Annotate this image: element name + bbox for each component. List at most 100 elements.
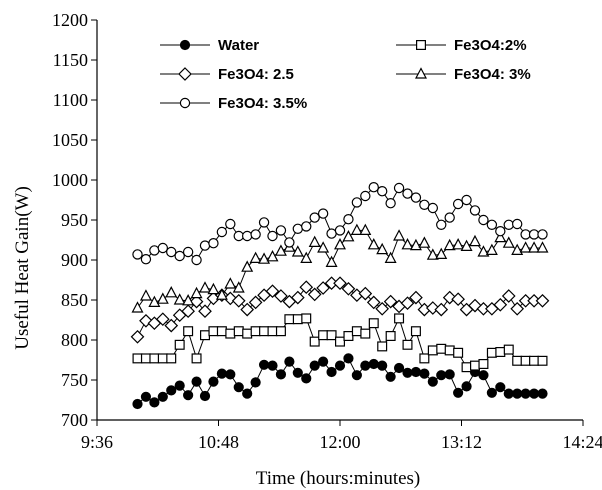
data-point bbox=[140, 391, 152, 402]
data-point bbox=[208, 326, 219, 337]
data-point bbox=[494, 230, 507, 243]
data-point bbox=[292, 223, 304, 234]
axes: 700 750 800 850 900 950 1000 1050 1100 1150 1200 9:… bbox=[52, 10, 602, 452]
data-point bbox=[444, 345, 455, 356]
data-point bbox=[216, 326, 227, 337]
data-point bbox=[434, 302, 449, 317]
data-point bbox=[132, 353, 143, 364]
data-point bbox=[359, 223, 372, 235]
data-point bbox=[453, 347, 464, 358]
data-point bbox=[402, 188, 413, 199]
data-point bbox=[274, 289, 288, 303]
data-point bbox=[486, 219, 498, 230]
data-point bbox=[191, 353, 202, 364]
data-point bbox=[284, 237, 295, 248]
data-point bbox=[300, 251, 313, 263]
data-point bbox=[258, 359, 270, 370]
data-point bbox=[351, 370, 362, 381]
data-point bbox=[360, 190, 371, 202]
data-point bbox=[393, 362, 405, 374]
data-point bbox=[157, 242, 169, 254]
data-point bbox=[503, 388, 514, 399]
data-point bbox=[409, 290, 423, 305]
data-point bbox=[225, 369, 236, 380]
data-point bbox=[419, 199, 430, 210]
data-point bbox=[248, 295, 263, 310]
data-point bbox=[537, 388, 548, 399]
data-point bbox=[157, 353, 168, 364]
series-5 bbox=[132, 181, 548, 266]
data-point bbox=[326, 366, 337, 378]
data-point bbox=[377, 341, 388, 352]
y-tick-label: 1100 bbox=[53, 90, 88, 110]
data-point bbox=[241, 230, 253, 242]
data-point bbox=[427, 376, 438, 387]
data-point bbox=[520, 229, 531, 240]
data-point bbox=[190, 286, 203, 299]
data-point bbox=[461, 381, 472, 392]
data-point bbox=[301, 221, 312, 232]
data-point bbox=[376, 185, 388, 197]
data-point bbox=[198, 304, 212, 319]
data-point bbox=[394, 313, 405, 324]
data-point bbox=[199, 281, 211, 293]
data-point bbox=[452, 198, 464, 210]
data-point bbox=[385, 331, 396, 342]
data-point bbox=[164, 318, 179, 333]
data-point bbox=[224, 277, 237, 289]
data-point bbox=[376, 242, 389, 255]
data-point bbox=[393, 182, 405, 194]
x-tick-label: 12:00 bbox=[319, 432, 360, 452]
data-point bbox=[259, 326, 270, 337]
data-point bbox=[528, 388, 540, 399]
data-point bbox=[503, 344, 514, 355]
y-tick-label: 1150 bbox=[53, 50, 88, 70]
data-point bbox=[316, 281, 330, 295]
data-point bbox=[351, 197, 363, 208]
data-point bbox=[368, 318, 379, 329]
x-tick-label: 9:36 bbox=[81, 432, 113, 452]
data-point bbox=[383, 294, 398, 309]
data-point bbox=[470, 360, 481, 371]
data-point bbox=[493, 297, 508, 312]
data-point bbox=[520, 355, 531, 366]
data-point bbox=[284, 356, 295, 367]
data-point bbox=[333, 276, 347, 291]
x-axis-label: Time (hours:minutes) bbox=[256, 468, 421, 489]
data-point bbox=[358, 286, 373, 301]
legend-label: Water bbox=[218, 37, 259, 54]
data-point bbox=[267, 326, 278, 337]
data-point bbox=[537, 355, 548, 366]
data-point bbox=[419, 368, 430, 379]
data-point bbox=[216, 226, 228, 238]
legend-label: Fe3O4: 3.5% bbox=[218, 95, 307, 112]
data-point bbox=[174, 380, 185, 391]
data-point bbox=[477, 245, 490, 257]
data-point bbox=[367, 238, 380, 250]
data-point bbox=[307, 287, 322, 302]
legend-item: Fe3O4: 3.5% bbox=[160, 95, 307, 112]
data-point bbox=[351, 326, 362, 337]
data-point bbox=[266, 250, 279, 262]
data-point bbox=[267, 360, 278, 371]
data-point bbox=[402, 339, 413, 350]
data-point bbox=[343, 331, 354, 342]
data-point bbox=[284, 314, 295, 325]
data-point bbox=[290, 290, 305, 305]
data-point bbox=[309, 212, 320, 223]
data-point bbox=[181, 304, 195, 319]
data-point bbox=[131, 301, 144, 313]
series-4 bbox=[131, 223, 549, 313]
data-point bbox=[529, 355, 540, 366]
data-point bbox=[265, 284, 280, 299]
y-tick-label: 900 bbox=[61, 250, 88, 270]
data-point bbox=[232, 281, 245, 293]
data-point bbox=[368, 358, 379, 370]
data-point bbox=[308, 235, 321, 247]
data-point bbox=[385, 197, 396, 209]
data-point bbox=[299, 280, 314, 295]
data-point bbox=[511, 243, 524, 255]
data-point bbox=[275, 326, 286, 337]
y-tick-label: 1000 bbox=[52, 170, 88, 190]
legend-marker bbox=[179, 39, 191, 51]
